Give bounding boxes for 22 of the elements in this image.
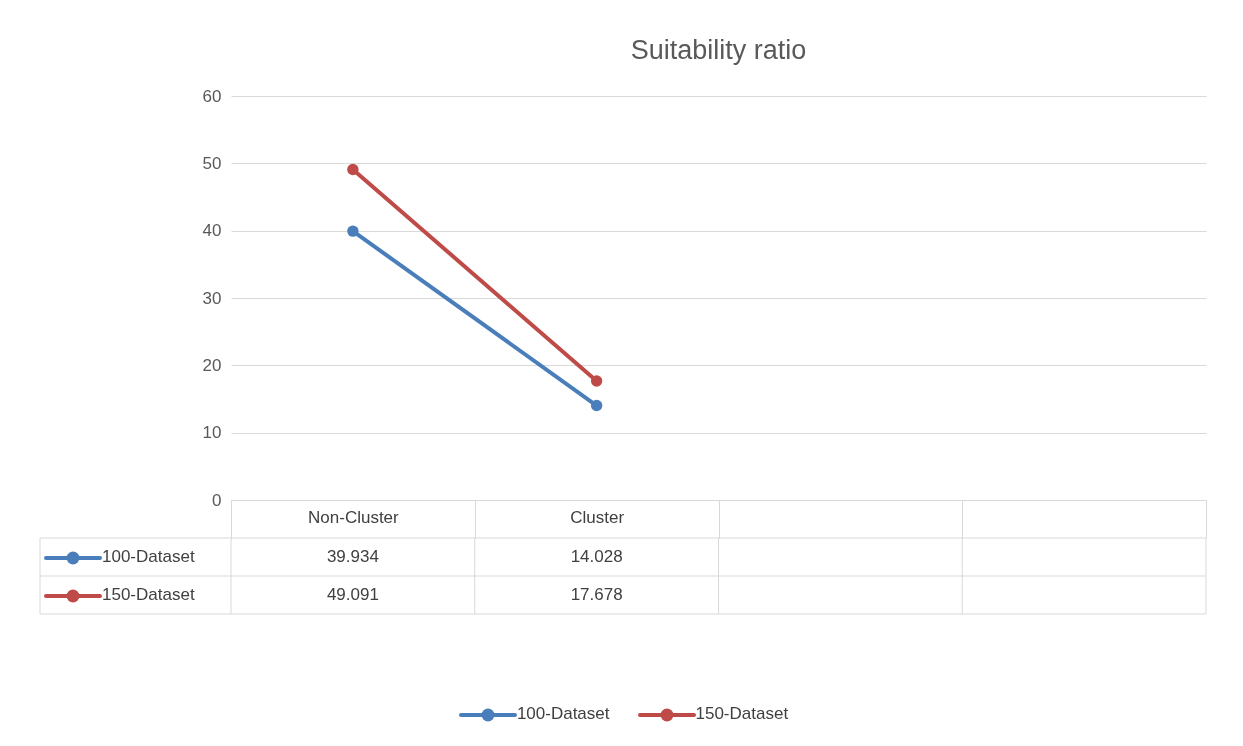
y-tick-label: 40 (202, 221, 222, 241)
point (590, 399, 603, 412)
point (347, 163, 359, 176)
y-tick-label: 60 (202, 86, 222, 106)
legend-label: 150-Dataset (102, 585, 195, 604)
data-label: 39.934 (326, 547, 379, 566)
point (347, 225, 359, 237)
point (590, 375, 603, 387)
text: 150-Dataset (695, 704, 789, 723)
y-tick-label: 0 (212, 490, 222, 510)
x-tick-label: Non-Cluster (308, 507, 400, 527)
y-tick-label: 20 (202, 355, 222, 375)
legend-label: 100-Dataset (102, 547, 195, 566)
x-tick-label: Cluster (570, 507, 625, 527)
y-tick-label: 30 (202, 288, 222, 308)
y-tick-label: 10 (202, 423, 222, 443)
data-label: 17.678 (570, 585, 623, 604)
chart-title: Suitability ratio (630, 35, 807, 65)
text: 100-Dataset (516, 704, 610, 723)
y-tick-label: 50 (202, 153, 222, 173)
data-label: 49.091 (326, 585, 379, 604)
data-label: 14.028 (570, 547, 623, 566)
